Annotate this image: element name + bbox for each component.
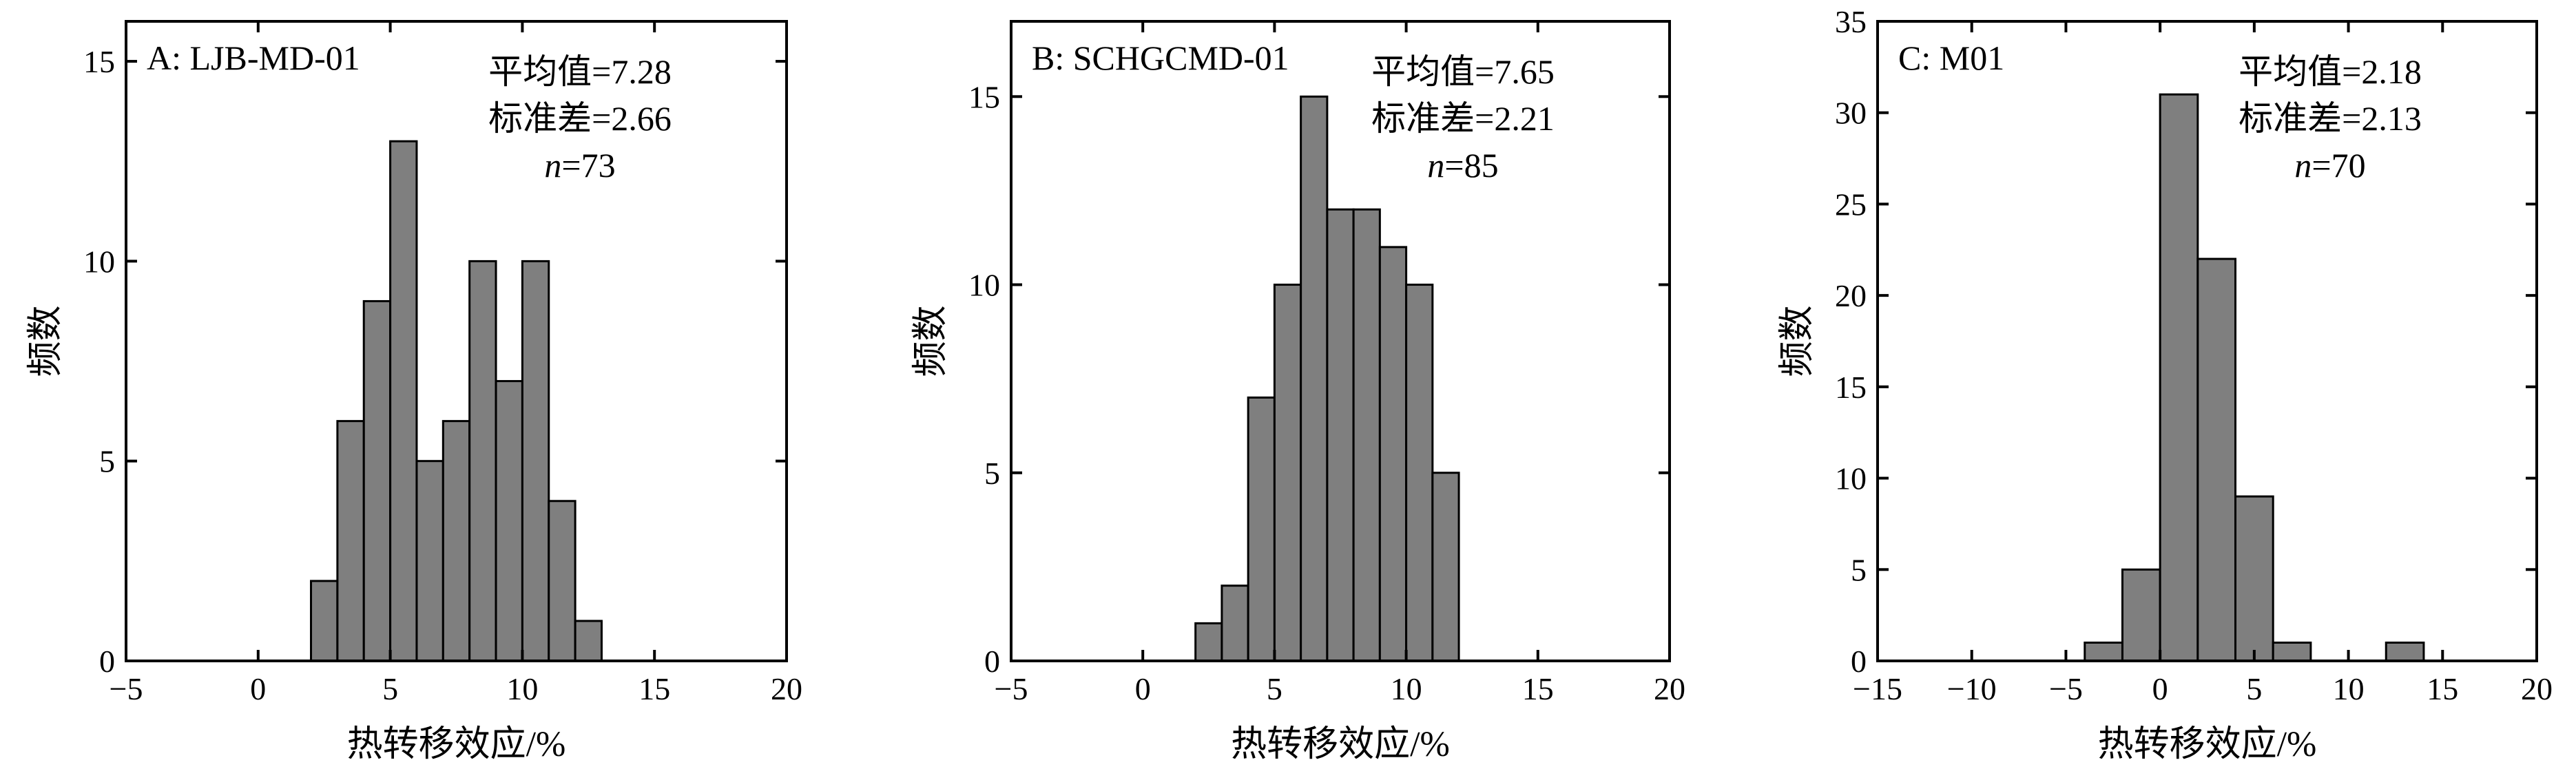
- histogram-bar: [310, 580, 339, 662]
- x-axis-label: 热转移效应/%: [2098, 725, 2317, 764]
- histogram-bar: [336, 420, 365, 662]
- histogram-bar: [1300, 95, 1329, 662]
- histogram-bar: [1194, 622, 1223, 662]
- histogram-bar: [389, 140, 418, 662]
- sample-size-annotation: n=73: [544, 146, 615, 185]
- y-tick-label: 10: [83, 244, 115, 279]
- sample-size-annotation: n=70: [2294, 146, 2365, 185]
- panel-label: A: LJB-MD-01: [147, 39, 360, 77]
- histogram-bar: [362, 299, 392, 662]
- histogram-bar: [1326, 208, 1355, 662]
- histogram-bar: [2159, 93, 2199, 662]
- x-tick-label: −5: [995, 671, 1028, 706]
- x-tick-label: 10: [2333, 671, 2365, 706]
- histogram-bar: [1273, 284, 1302, 662]
- y-tick-label: 15: [83, 44, 115, 79]
- histogram-bar: [1247, 396, 1276, 662]
- y-tick-label: 0: [99, 644, 115, 679]
- x-axis-label: 热转移效应/%: [1231, 725, 1450, 764]
- histogram-bar: [442, 420, 471, 662]
- x-tick-label: 10: [1391, 671, 1422, 706]
- x-tick-label: 15: [2427, 671, 2458, 706]
- n-symbol: n: [1427, 146, 1444, 185]
- panel-label: C: M01: [1898, 39, 2004, 77]
- histogram-bar: [2196, 257, 2237, 662]
- histogram-bar: [1378, 246, 1408, 662]
- y-tick-label: 10: [1835, 461, 1867, 496]
- y-axis-label: 频数: [26, 305, 65, 377]
- mean-annotation: 平均值=2.18: [2239, 52, 2422, 91]
- std-annotation: 标准差=2.13: [2239, 99, 2422, 138]
- n-symbol: n: [2294, 146, 2312, 185]
- histogram-bar: [1352, 208, 1381, 662]
- y-tick-label: 0: [984, 644, 1000, 679]
- x-tick-label: −10: [1947, 671, 1997, 706]
- x-tick-label: 5: [382, 671, 398, 706]
- y-tick-label: 5: [1851, 552, 1867, 587]
- histogram-bar: [468, 260, 497, 662]
- y-axis-label: 频数: [1778, 305, 1817, 377]
- y-tick-label: 10: [968, 268, 1000, 303]
- mean-annotation: 平均值=7.65: [1371, 52, 1555, 91]
- std-annotation: 标准差=2.21: [1371, 99, 1555, 138]
- x-tick-label: −5: [110, 671, 143, 706]
- y-tick-label: 15: [968, 79, 1000, 114]
- y-tick-label: 30: [1835, 96, 1867, 131]
- histogram-bar: [1221, 584, 1249, 662]
- n-symbol: n: [544, 146, 561, 185]
- x-tick-label: 0: [1135, 671, 1151, 706]
- x-tick-label: 20: [2521, 671, 2553, 706]
- x-tick-label: 10: [506, 671, 538, 706]
- y-tick-label: 0: [1851, 644, 1867, 679]
- histogram-bar: [1431, 472, 1460, 662]
- x-tick-label: −15: [1853, 671, 1902, 706]
- x-tick-label: −5: [2049, 671, 2083, 706]
- n-value: =73: [561, 146, 615, 185]
- y-tick-label: 5: [984, 456, 1000, 491]
- histogram-bar: [574, 620, 603, 662]
- histogram-panel-3: −15 −10 −5 0 5 10 15 20 0 5 10 15 20 25 30 35 热转移效应/% 频数 C…: [1778, 4, 2553, 764]
- histogram-bar: [415, 460, 444, 662]
- histogram-bar: [521, 260, 550, 662]
- y-tick-label: 25: [1835, 187, 1867, 222]
- x-tick-label: 0: [2152, 671, 2168, 706]
- histogram-bar: [2385, 641, 2425, 662]
- y-tick-label: 20: [1835, 278, 1867, 313]
- histogram-bar: [548, 500, 577, 662]
- histogram-bar: [2272, 641, 2312, 662]
- x-tick-label: 20: [1654, 671, 1685, 706]
- mean-annotation: 平均值=7.28: [488, 52, 672, 91]
- x-tick-label: 20: [771, 671, 802, 706]
- axes-frame: [125, 20, 788, 662]
- histogram-bar: [1405, 284, 1434, 662]
- panel-label: B: SCHGCMD-01: [1032, 39, 1289, 77]
- histogram-bar: [495, 380, 523, 662]
- y-tick-label: 35: [1835, 4, 1867, 39]
- axes-frame: [1876, 20, 2538, 662]
- y-tick-label: 15: [1835, 370, 1867, 405]
- y-tick-label: 5: [99, 444, 115, 479]
- histogram-bar: [2084, 641, 2123, 662]
- histogram-bar: [2121, 568, 2161, 662]
- x-tick-label: 0: [250, 671, 266, 706]
- y-axis-label: 频数: [911, 305, 951, 377]
- x-tick-label: 15: [638, 671, 670, 706]
- x-axis-label: 热转移效应/%: [347, 725, 566, 764]
- x-tick-label: 15: [1522, 671, 1554, 706]
- n-value: =70: [2312, 146, 2365, 185]
- std-annotation: 标准差=2.66: [488, 99, 672, 138]
- sample-size-annotation: n=85: [1427, 146, 1498, 185]
- axes-frame: [1010, 20, 1671, 662]
- n-value: =85: [1444, 146, 1498, 185]
- histogram-bar: [2234, 495, 2274, 662]
- x-tick-label: 5: [1267, 671, 1282, 706]
- x-tick-label: 5: [2246, 671, 2262, 706]
